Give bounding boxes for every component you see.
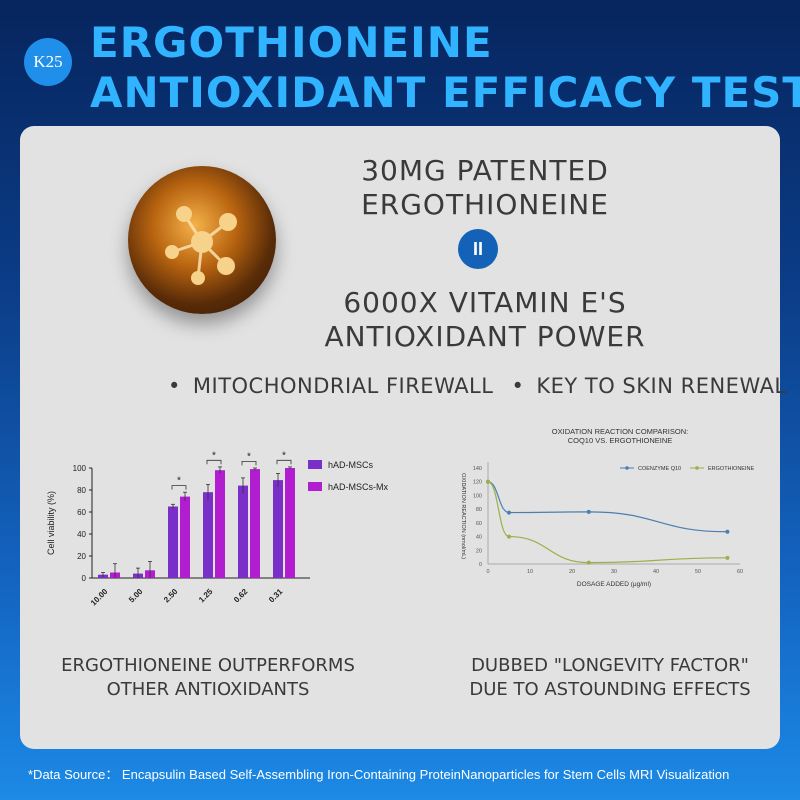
x-tick-label: 40 [653, 569, 659, 575]
legend-swatch [308, 482, 322, 491]
bullet-dot-icon: • [511, 374, 525, 398]
data-point [486, 479, 490, 484]
molecule-orb-image [128, 166, 276, 314]
cell-viability-bar-chart: 0 20 40 60 80 100 Cell viability (%) 10.00 5.00 2… [46, 450, 388, 608]
headline-top-line-2: ERGOTHIONEINE [361, 188, 609, 221]
legend-label: hAD-MSCs-Mx [328, 482, 388, 492]
x-tick-label: 5.00 [127, 587, 145, 605]
bar [168, 506, 178, 578]
significance-mark: * [212, 450, 216, 461]
data-point [507, 534, 511, 539]
caption-left: ERGOTHIONEINE OUTPERFORMS OTHER ANTIOXID… [48, 654, 368, 702]
legend-label: COENZYME Q10 [638, 466, 681, 472]
y-tick-label: 80 [476, 507, 482, 513]
legend-marker [695, 466, 699, 470]
bar [215, 470, 225, 578]
x-tick-label: 50 [695, 569, 701, 575]
x-tick-label: 2.50 [162, 587, 180, 605]
data-point [586, 509, 591, 514]
headline-top-line-1: 30MG PATENTED [361, 154, 609, 187]
data-point [725, 529, 730, 534]
y-tick-label: 0 [479, 562, 482, 568]
x-tick-label: 0.62 [232, 587, 250, 605]
brand-badge: K25 [24, 38, 72, 86]
bullet-dot-icon: • [168, 374, 181, 398]
y-tick-label: 100 [473, 493, 482, 499]
legend-label: hAD-MSCs [328, 460, 374, 470]
bar [238, 485, 248, 578]
data-point [725, 555, 730, 560]
legend-marker [625, 466, 629, 470]
y-tick-label: 140 [473, 466, 482, 472]
x-axis-label: DOSAGE ADDED (μg/ml) [577, 581, 651, 588]
bar [273, 480, 283, 578]
x-tick-label: 1.25 [197, 587, 215, 605]
x-tick-label: 10.00 [89, 587, 110, 608]
data-point [507, 510, 511, 515]
title-line-1: ERGOTHIONEINE [90, 18, 493, 67]
data-source-footnote: *Data Source： Encapsulin Based Self-Asse… [28, 767, 730, 782]
x-tick-label: 0 [486, 569, 489, 575]
x-tick-label: 0.31 [267, 587, 285, 605]
content-card: 30MG PATENTED ERGOTHIONEINE II 6000X VIT… [20, 126, 786, 749]
equals-icon: II [458, 229, 498, 269]
bar [180, 496, 190, 578]
caption-right-line-2: DUE TO ASTOUNDING EFFECTS [469, 679, 751, 700]
page-title: ERGOTHIONEINE ANTIOXIDANT EFFICACY TEST [90, 18, 800, 118]
benefit-bullets: • MITOCHONDRIAL FIREWALL • KEY TO SKIN RENE… [168, 374, 787, 398]
molecule-icon [165, 206, 237, 285]
significance-mark: * [177, 476, 181, 487]
y-tick-label: 20 [77, 552, 86, 561]
y-tick-label: 40 [77, 530, 86, 539]
chart-title: OXIDATION REACTION COMPARISON: [552, 427, 688, 436]
bullet-item-2: KEY TO SKIN RENEWAL [536, 374, 787, 398]
bullet-item-1: MITOCHONDRIAL FIREWALL [192, 374, 494, 398]
y-axis-label: OXIDATION REACTION (nmol/mL) [460, 473, 466, 559]
x-tick-label: 60 [737, 569, 743, 575]
y-tick-label: 60 [476, 521, 482, 527]
x-tick-label: 20 [569, 569, 575, 575]
significance-bracket [241, 461, 257, 466]
series-line [487, 481, 728, 564]
caption-left-line-2: OTHER ANTIOXIDANTS [106, 679, 310, 700]
chart-subtitle: COQ10 VS. ERGOTHIONEINE [568, 436, 673, 445]
oxidation-line-chart: OXIDATION REACTION COMPARISON:COQ10 VS. … [460, 427, 754, 588]
significance-bracket [171, 485, 187, 490]
x-tick-label: 30 [611, 569, 617, 575]
bar [250, 469, 260, 578]
headline-bottom: 6000X VITAMIN E'S ANTIOXIDANT POWER [310, 286, 660, 354]
y-axis-label: Cell viability (%) [46, 491, 56, 555]
significance-mark: * [282, 450, 286, 461]
y-tick-label: 100 [73, 464, 87, 473]
significance-mark: * [247, 451, 251, 462]
bar [285, 468, 295, 578]
title-line-2: ANTIOXIDANT EFFICACY TEST [90, 68, 800, 117]
series-line [487, 481, 728, 533]
caption-right-line-1: DUBBED "LONGEVITY FACTOR" [471, 655, 749, 676]
y-tick-label: 20 [476, 548, 482, 554]
significance-bracket [276, 459, 292, 465]
data-point [586, 560, 591, 565]
legend-label: ERGOTHIONEINE [708, 466, 754, 472]
legend-swatch [308, 460, 322, 469]
caption-left-line-1: ERGOTHIONEINE OUTPERFORMS [61, 655, 355, 676]
headline-top: 30MG PATENTED ERGOTHIONEINE [320, 154, 650, 222]
bar [203, 492, 213, 578]
y-tick-label: 120 [473, 480, 482, 486]
significance-bracket [206, 459, 222, 465]
y-tick-label: 40 [476, 535, 482, 541]
y-tick-label: 60 [77, 508, 86, 517]
x-tick-label: 10 [527, 569, 533, 575]
caption-right: DUBBED "LONGEVITY FACTOR" DUE TO ASTOUND… [460, 654, 760, 702]
headline-bottom-line-1: 6000X VITAMIN E'S [343, 286, 627, 319]
headline-bottom-line-2: ANTIOXIDANT POWER [324, 320, 646, 353]
y-tick-label: 0 [82, 574, 87, 583]
y-tick-label: 80 [77, 486, 86, 495]
